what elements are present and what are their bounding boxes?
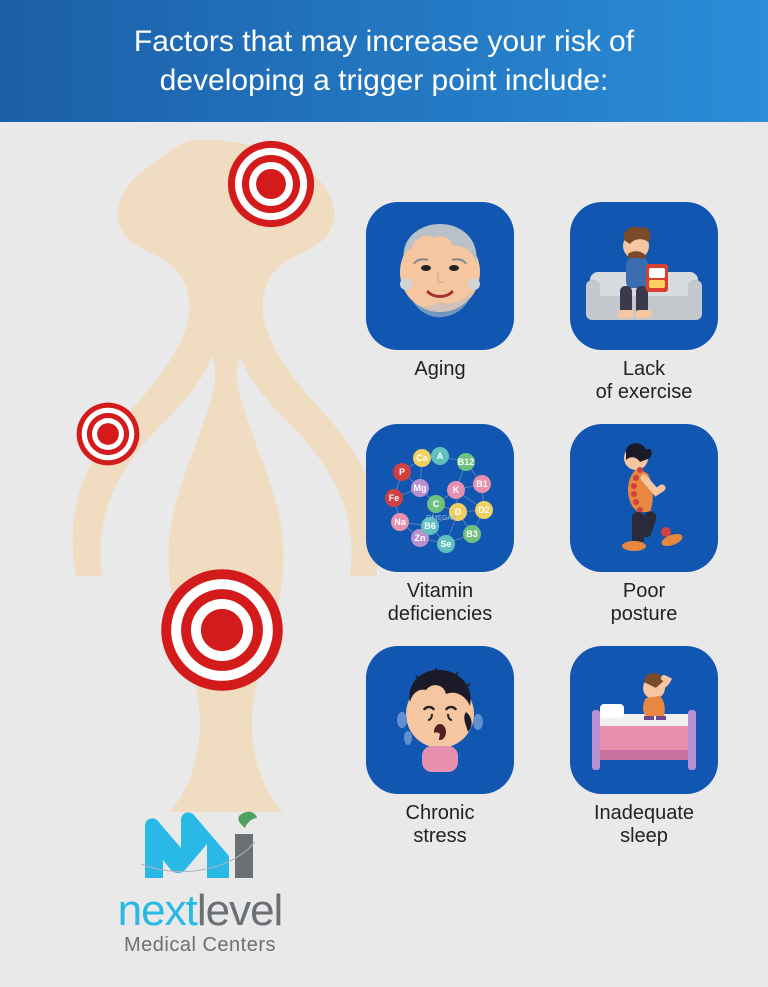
aging-icon (366, 202, 514, 350)
factor-vitamin-deficiencies: AB12B1D2B3SeZnNaFePCaMgCKDB6OMEGA3Vitami… (352, 424, 528, 626)
svg-text:Zn: Zn (415, 533, 426, 543)
factor-label: Chronicstress (406, 802, 475, 848)
logo-level: level (197, 886, 283, 936)
factor-label: Poorposture (611, 580, 678, 626)
logo-wordmark: nextlevel (118, 886, 283, 936)
logo-sub: Medical Centers (124, 934, 276, 957)
svg-text:Ca: Ca (416, 453, 428, 463)
factor-label: Vitamindeficiencies (388, 580, 493, 626)
svg-text:Na: Na (394, 517, 406, 527)
svg-text:Se: Se (440, 539, 451, 549)
body-outline-svg (10, 132, 380, 812)
svg-text:D2: D2 (478, 505, 490, 515)
trigger-point-0 (227, 140, 315, 228)
body-diagram (10, 132, 380, 812)
svg-text:A: A (437, 451, 444, 461)
svg-text:P: P (399, 467, 405, 477)
content-area: Aging Lackof exercise A B12 B1 D2 B3 Se Zn Na Fe P… (0, 122, 768, 987)
logo-next: next (118, 886, 197, 936)
factor-label: Inadequatesleep (594, 802, 694, 848)
svg-text:B3: B3 (466, 529, 478, 539)
factor-chronic-stress: Chronicstress (352, 646, 528, 848)
svg-text:C: C (433, 499, 440, 509)
svg-text:B1: B1 (476, 479, 488, 489)
factor-inadequate-sleep: Inadequatesleep (556, 646, 732, 848)
trigger-point-1 (76, 402, 140, 466)
infographic-container: Factors that may increase your risk of d… (0, 0, 768, 987)
chronic-stress-icon (366, 646, 514, 794)
header-banner: Factors that may increase your risk of d… (0, 0, 768, 122)
svg-text:B12: B12 (458, 457, 475, 467)
trigger-point-2 (160, 568, 284, 692)
lack-of-exercise-icon (570, 202, 718, 350)
poor-posture-icon (570, 424, 718, 572)
svg-text:OMEGA3: OMEGA3 (426, 515, 456, 522)
vitamin-deficiencies-icon: AB12B1D2B3SeZnNaFePCaMgCKDB6OMEGA3 (366, 424, 514, 572)
inadequate-sleep-icon (570, 646, 718, 794)
logo-mark (135, 808, 265, 886)
title-line2: developing a trigger point include: (160, 64, 609, 97)
svg-text:K: K (453, 485, 460, 495)
factor-aging: Aging (352, 202, 528, 404)
factor-label: Aging (414, 358, 465, 381)
factor-label: Lackof exercise (596, 358, 693, 404)
factors-grid: Aging Lackof exercise A B12 B1 D2 B3 Se Zn Na Fe P… (352, 202, 732, 848)
page-title: Factors that may increase your risk of d… (40, 22, 728, 100)
brand-logo: nextlevel Medical Centers (60, 808, 340, 957)
svg-text:Mg: Mg (414, 483, 427, 493)
svg-text:Fe: Fe (389, 493, 400, 503)
title-line1: Factors that may increase your risk of (134, 25, 634, 58)
factor-poor-posture: Poorposture (556, 424, 732, 626)
svg-text:B6: B6 (424, 521, 436, 531)
factor-lack-of-exercise: Lackof exercise (556, 202, 732, 404)
